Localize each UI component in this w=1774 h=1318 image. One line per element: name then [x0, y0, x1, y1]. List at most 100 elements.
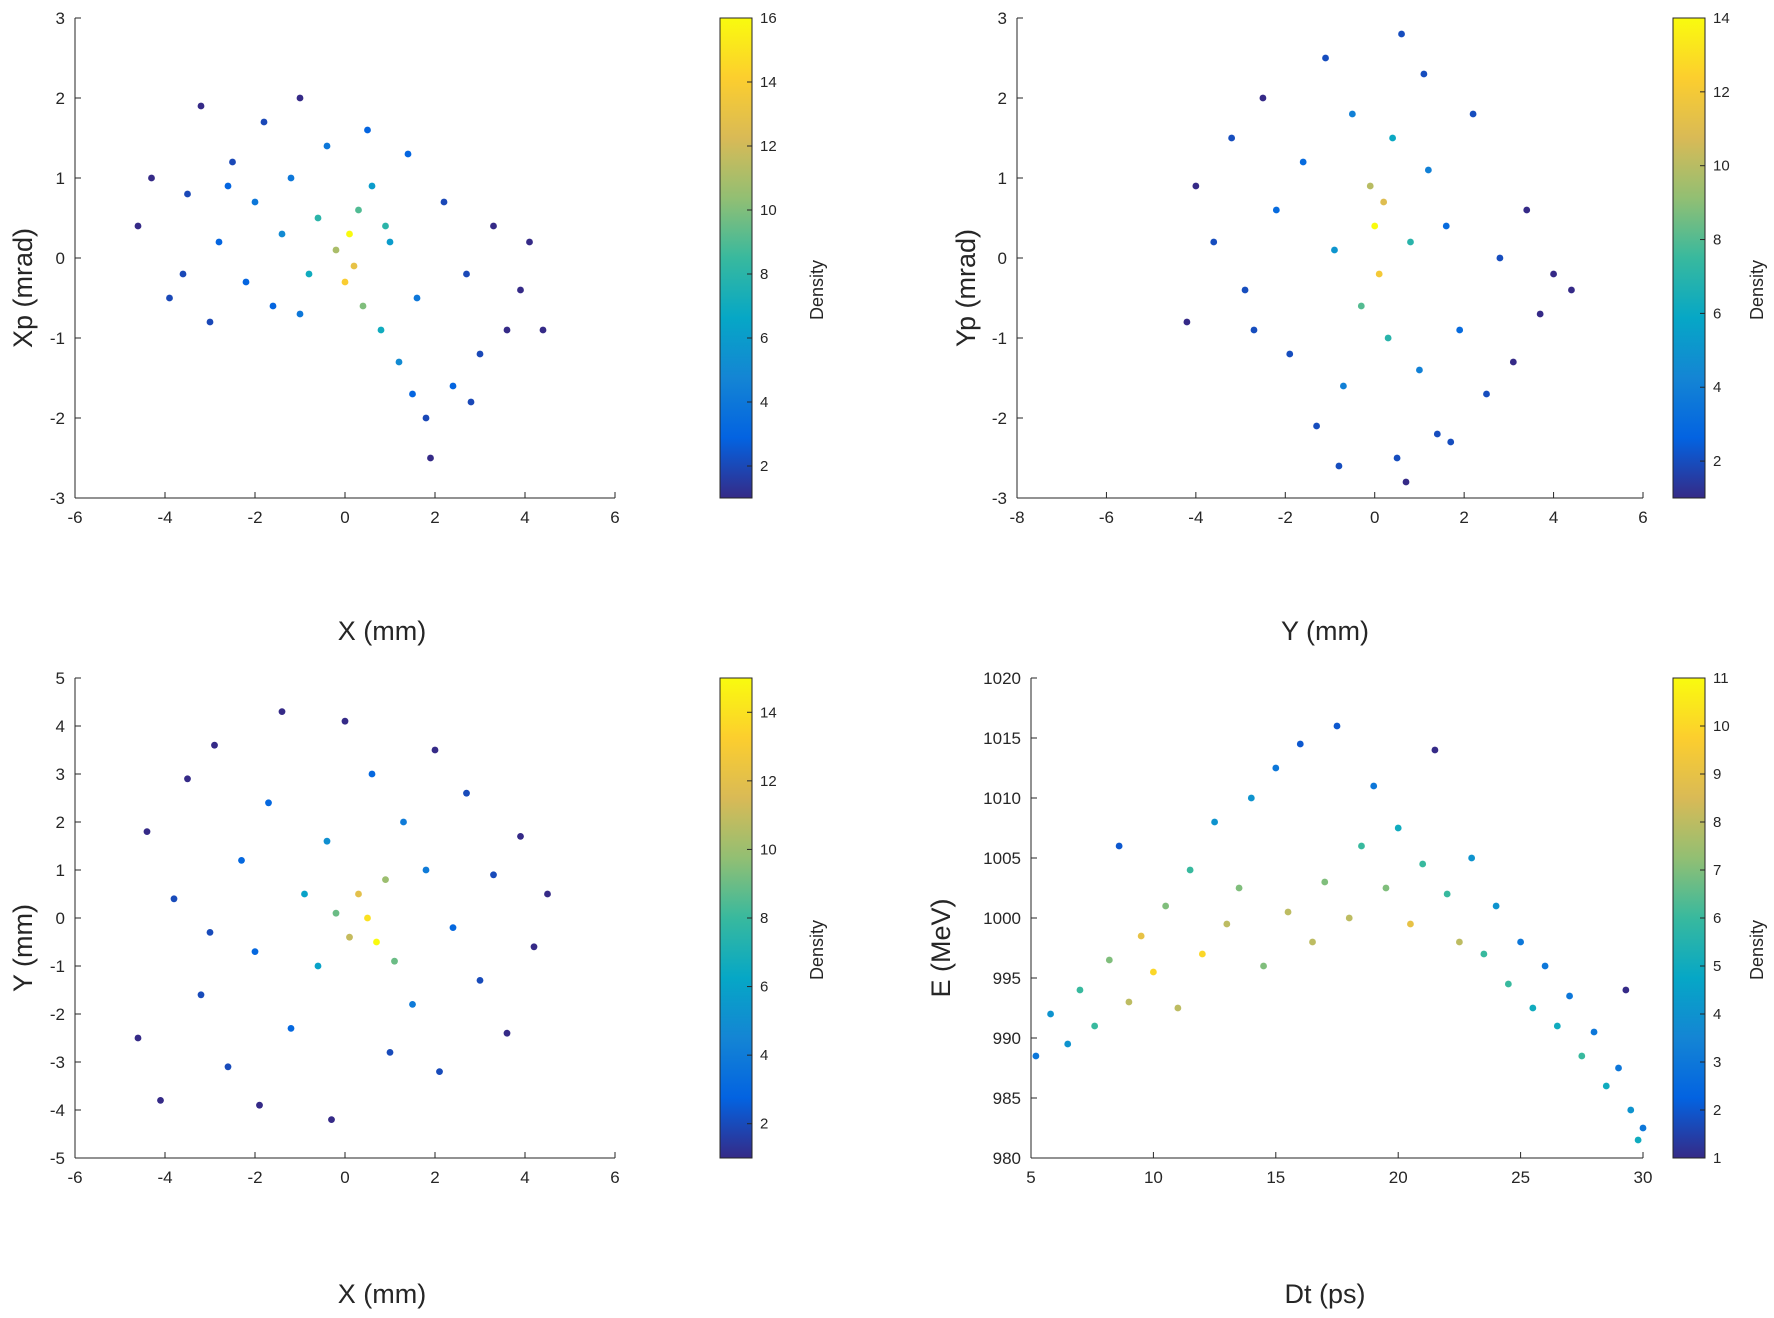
scatter-point: [368, 770, 376, 778]
scatter-point: [355, 890, 362, 898]
colorbar-tick-label: 4: [760, 1047, 768, 1064]
scatter-point: [1064, 1040, 1072, 1048]
colorbar-tick-label: 8: [1713, 814, 1721, 831]
colorbar-tick-label: 6: [1713, 305, 1721, 322]
scatter-point: [1382, 884, 1390, 892]
scatter-point: [1590, 1028, 1598, 1036]
colorbar-tick-label: 16: [760, 10, 777, 27]
scatter-point: [503, 1029, 511, 1037]
scatter-point: [1492, 902, 1500, 910]
y-tick-label: 1: [56, 169, 65, 188]
scatter-point: [409, 390, 416, 398]
colorbar-tick-label: 4: [760, 394, 768, 411]
scatter-point: [427, 454, 434, 462]
y-axis-label: Xp (mrad): [8, 228, 38, 348]
scatter-point: [364, 914, 371, 922]
colorbar: [1672, 677, 1706, 1159]
scatter-point: [1456, 938, 1463, 946]
scatter-point: [377, 326, 385, 334]
scatter-point: [1523, 206, 1531, 214]
scatter-point: [256, 1101, 263, 1109]
x-tick-label: -6: [1099, 508, 1114, 527]
colorbar-tick-label: 12: [760, 138, 777, 155]
y-tick-label: -3: [992, 489, 1007, 508]
scatter-point: [211, 741, 218, 749]
colorbar-tick-label: 10: [1713, 718, 1730, 735]
scatter-point: [1322, 54, 1329, 62]
scatter-point: [1602, 1082, 1610, 1090]
scatter-points: [134, 708, 551, 1123]
x-tick-label: 0: [340, 1168, 349, 1187]
scatter-point: [1162, 902, 1170, 910]
scatter-point: [1468, 854, 1476, 862]
scatter-point: [1541, 962, 1549, 970]
scatter-point: [1250, 326, 1258, 334]
x-tick-label: 5: [1026, 1168, 1035, 1187]
scatter-point: [1517, 938, 1524, 946]
scatter-point: [364, 126, 371, 134]
colorbar-label: Density: [807, 920, 827, 980]
scatter-point: [238, 857, 245, 864]
scatter-point: [386, 238, 394, 246]
scatter-point: [350, 262, 358, 270]
y-tick-label: 2: [56, 89, 65, 108]
x-tick-label: -4: [157, 508, 172, 527]
x-tick-label: -2: [247, 1168, 262, 1187]
scatter-point: [1174, 1004, 1182, 1012]
scatter-point: [323, 837, 331, 845]
scatter-point: [287, 174, 295, 182]
scatter-point: [490, 222, 497, 230]
colorbar-label: Density: [807, 260, 827, 320]
scatter-point: [359, 302, 367, 310]
y-tick-label: -1: [992, 329, 1007, 348]
x-tick-label: 2: [1459, 508, 1468, 527]
scatter-point: [1340, 382, 1347, 390]
x-axis-label: Dt (ps): [1285, 1279, 1366, 1309]
scatter-point: [386, 1049, 394, 1056]
scatter-points: [1183, 30, 1575, 486]
scatter-point: [1509, 358, 1517, 366]
scatter-point: [1393, 454, 1401, 462]
scatter-point: [1348, 110, 1356, 118]
x-tick-label: -6: [67, 508, 82, 527]
scatter-point: [1402, 478, 1410, 486]
y-tick-label: -3: [50, 489, 65, 508]
scatter-point: [440, 198, 448, 206]
y-tick-label: 1005: [983, 849, 1021, 868]
scatter-point: [1371, 222, 1379, 230]
scatter-point: [179, 270, 187, 278]
y-tick-label: 3: [56, 9, 65, 28]
scatter-point: [346, 933, 353, 941]
colorbar-tick-label: 4: [1713, 379, 1721, 396]
scatter-point: [1333, 722, 1341, 730]
scatter-point: [1183, 318, 1191, 326]
y-tick-label: 1015: [983, 729, 1021, 748]
y-tick-label: 980: [993, 1149, 1021, 1168]
scatter-point: [1424, 166, 1432, 174]
x-axis-label: Y (mm): [1281, 616, 1369, 646]
colorbar-tick-label: 14: [760, 704, 777, 721]
scatter-point: [400, 818, 407, 826]
scatter-point: [1228, 134, 1236, 142]
scatter-point: [197, 991, 205, 999]
colorbar-tick-label: 14: [1713, 10, 1730, 27]
colorbar-tick-label: 2: [1713, 1102, 1721, 1119]
y-tick-label: -4: [50, 1101, 65, 1120]
scatter-point: [265, 799, 272, 807]
scatter-point: [206, 929, 214, 936]
scatter-point: [476, 350, 484, 358]
x-tick-label: 6: [610, 508, 619, 527]
scatter-point: [368, 182, 376, 190]
colorbar-tick-label: 2: [1713, 453, 1721, 470]
colorbar-label: Density: [1747, 920, 1767, 980]
scatter-point: [1416, 366, 1423, 374]
colorbar-tick-label: 8: [1713, 232, 1721, 249]
scatter-point: [449, 924, 457, 931]
scatter-point: [296, 310, 304, 318]
scatter-point: [1469, 110, 1477, 118]
x-tick-label: -2: [1278, 508, 1293, 527]
y-tick-label: -3: [50, 1053, 65, 1072]
colorbar-tick-label: 8: [760, 910, 768, 927]
scatter-point: [242, 278, 250, 286]
